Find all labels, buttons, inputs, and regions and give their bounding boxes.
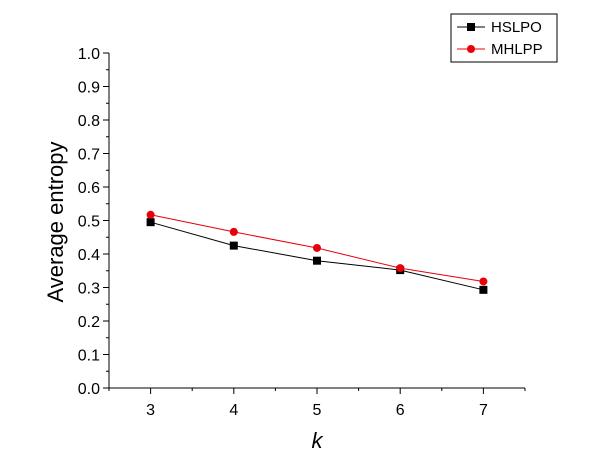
- legend: HSLPO MHLPP: [450, 13, 558, 63]
- y-tick-label: 0.0: [78, 381, 100, 398]
- x-tick-label: 3: [146, 402, 155, 419]
- data-point-mhlpp: [396, 264, 405, 273]
- y-axis-title: Average entropy: [43, 141, 68, 302]
- series: [146, 210, 488, 294]
- x-tick-label: 4: [229, 402, 238, 419]
- legend-marker-hslpo: [467, 23, 475, 31]
- data-point-hslpo: [146, 218, 155, 227]
- y-tick-label: 0.9: [78, 80, 100, 97]
- data-point-hslpo: [313, 256, 321, 265]
- series-line-hslpo: [150, 221, 484, 291]
- data-point-hslpo: [479, 285, 488, 294]
- data-point-mhlpp: [313, 243, 321, 252]
- y-tick-label: 0.1: [78, 348, 100, 365]
- axes: [108, 53, 525, 389]
- y-tick-label: 0.8: [78, 113, 100, 130]
- data-point-mhlpp: [479, 277, 488, 286]
- data-point-mhlpp: [146, 210, 155, 219]
- y-tick-label: 0.4: [78, 247, 100, 264]
- y-tick-label: 1.0: [78, 46, 100, 63]
- y-tick-label: 0.2: [78, 314, 100, 331]
- ticks: 0.0 0.1 0.2 0.3 0.4 0.5 0.6 0.7 0.8 0.9 1.0 3 4 5 6 7: [78, 46, 526, 419]
- legend-label-hslpo: HSLPO: [491, 19, 542, 36]
- legend-box: [450, 13, 558, 63]
- data-point-mhlpp: [229, 227, 238, 236]
- y-tick-label: 0.5: [78, 214, 100, 231]
- data-point-hslpo: [229, 241, 238, 250]
- y-tick-label: 0.6: [78, 180, 100, 197]
- x-tick-label: 7: [479, 402, 488, 419]
- y-tick-label: 0.7: [78, 147, 100, 164]
- x-axis-title: k: [312, 428, 324, 453]
- y-tick-label: 0.3: [78, 281, 100, 298]
- x-tick-label: 5: [313, 402, 322, 419]
- legend-label-mhlpp: MHLPP: [491, 41, 543, 58]
- x-tick-label: 6: [396, 402, 405, 419]
- legend-marker-mhlpp: [467, 45, 475, 53]
